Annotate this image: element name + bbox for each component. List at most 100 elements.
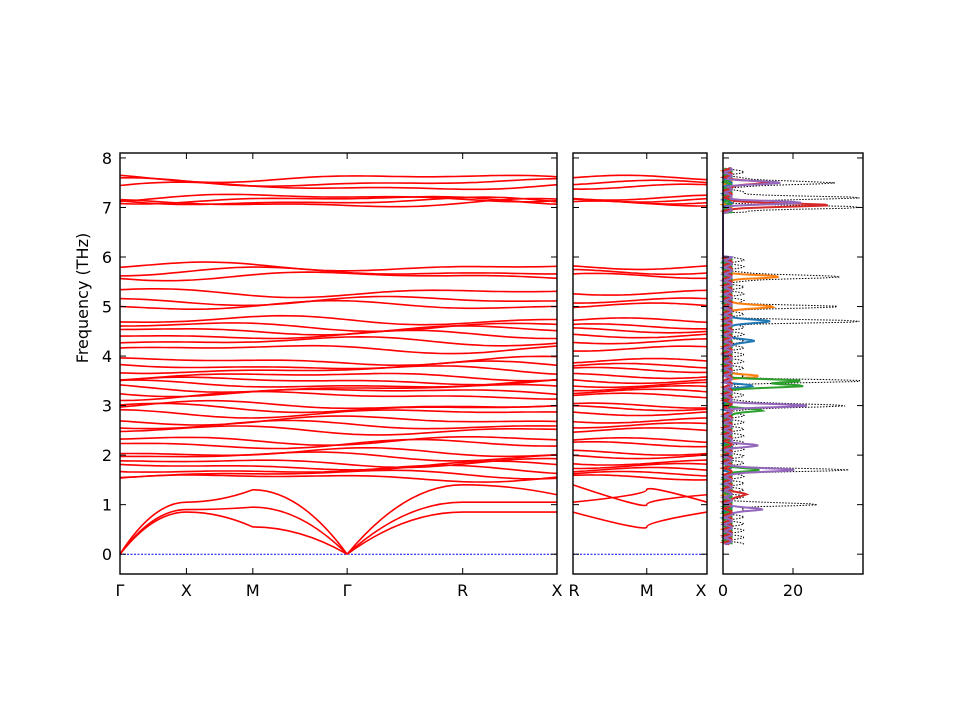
band-branch <box>120 438 557 450</box>
band-branch <box>572 404 708 412</box>
band-branch <box>572 297 708 304</box>
dos-curve <box>722 167 860 545</box>
band-branch <box>572 272 707 280</box>
band-branch <box>119 195 558 205</box>
band-branch <box>573 422 708 429</box>
band-branch <box>572 194 708 201</box>
acoustic-branch <box>119 488 348 555</box>
high-symmetry-label: Γ <box>343 581 352 600</box>
band-branch <box>572 417 708 424</box>
band-branch <box>572 302 708 309</box>
high-symmetry-label: M <box>246 581 260 600</box>
band-branch <box>572 366 708 374</box>
acoustic-branch <box>572 484 708 507</box>
band-branch <box>119 425 558 436</box>
band-branch <box>572 436 708 444</box>
band-branch <box>119 271 558 282</box>
band-branch <box>119 335 558 347</box>
band-branch <box>119 196 558 206</box>
band-branch <box>572 466 708 473</box>
band-branch <box>572 323 707 330</box>
high-symmetry-label: X <box>696 581 707 600</box>
band-branch <box>119 402 558 414</box>
high-symmetry-label: M <box>640 581 654 600</box>
band-branch <box>119 193 558 203</box>
band-branch <box>572 362 708 369</box>
band-branch <box>119 446 558 458</box>
projected-dos-panel: 0 20 <box>718 152 864 600</box>
band-branch <box>119 287 558 299</box>
acoustic-branch <box>119 506 348 555</box>
band-branch <box>119 299 557 311</box>
acoustic-branch <box>572 511 708 529</box>
band-branch <box>119 469 558 480</box>
side-axes-frame <box>572 152 708 575</box>
acoustic-branch <box>572 487 708 503</box>
band-branch <box>572 317 708 324</box>
high-symmetry-label: X <box>552 581 563 600</box>
acoustic-branch <box>346 501 557 555</box>
band-branch <box>573 462 708 470</box>
y-tick-label: 3 <box>102 397 112 416</box>
band-branch <box>572 333 708 339</box>
y-tick-label: 2 <box>102 446 112 465</box>
band-branch <box>572 338 708 345</box>
y-tick-label: 8 <box>102 149 112 168</box>
dos-tick-label: 20 <box>783 581 803 600</box>
band-branch <box>572 357 708 364</box>
band-branch <box>119 451 558 462</box>
band-branch <box>119 390 557 402</box>
band-branch <box>572 327 708 334</box>
band-branch <box>119 408 557 419</box>
band-branch <box>119 261 558 272</box>
band-branch <box>119 295 558 307</box>
band-branch <box>572 392 708 399</box>
band-branch <box>119 355 558 367</box>
acoustic-branch <box>346 511 557 555</box>
band-branch <box>119 174 558 184</box>
y-tick-label: 1 <box>102 496 112 515</box>
band-branch <box>119 322 558 333</box>
band-branch <box>572 265 708 271</box>
band-structure-main-panel: 0 1 2 3 4 5 6 7 8 Γ X M Γ R X <box>102 149 563 600</box>
band-branch <box>572 470 708 477</box>
dos-tick-label: 0 <box>718 581 728 600</box>
acoustic-branch <box>346 484 558 555</box>
band-branch <box>572 289 708 296</box>
high-symmetry-label: R <box>568 581 579 600</box>
band-branch <box>119 474 558 483</box>
band-branch <box>572 440 708 448</box>
band-branch <box>119 365 558 375</box>
band-branch <box>572 402 708 409</box>
y-tick-label: 7 <box>102 198 112 217</box>
y-axis-title: Frequency (THz) <box>73 233 92 363</box>
high-symmetry-label: R <box>457 581 468 600</box>
acoustic-branch <box>119 511 348 555</box>
band-branch <box>119 415 558 426</box>
band-branch <box>572 268 708 276</box>
y-tick-label: 5 <box>102 298 112 317</box>
band-branch <box>572 378 708 385</box>
main-axes-frame <box>119 152 558 575</box>
band-branch <box>572 474 708 481</box>
band-branch <box>572 459 708 466</box>
band-branch <box>572 449 708 456</box>
band-branch <box>573 345 708 352</box>
y-tick-label: 6 <box>102 248 112 267</box>
band-branch <box>572 427 708 433</box>
band-branch <box>572 372 708 380</box>
band-branch <box>119 383 558 394</box>
band-branch <box>573 384 708 392</box>
band-branch <box>572 174 708 181</box>
band-branch <box>572 179 708 186</box>
band-branch <box>119 460 558 471</box>
dos-curve <box>719 167 804 545</box>
band-branch <box>119 360 558 370</box>
band-branch <box>120 329 557 340</box>
band-branch <box>572 381 708 389</box>
high-symmetry-label: X <box>181 581 192 600</box>
band-branch <box>572 388 708 395</box>
y-tick-label: 0 <box>102 545 112 564</box>
band-branch <box>573 183 708 191</box>
